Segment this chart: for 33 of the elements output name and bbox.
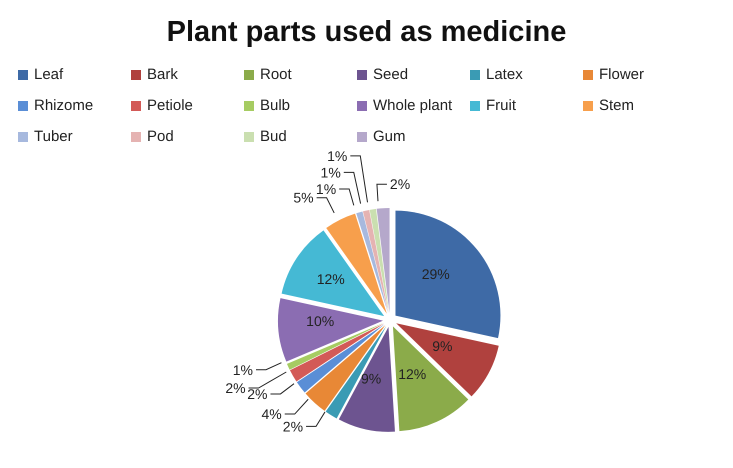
data-label: 2% [282, 418, 304, 434]
legend-label: Latex [486, 66, 523, 83]
legend-label: Root [260, 66, 292, 83]
data-label: 2% [247, 386, 268, 402]
data-label: 12% [316, 271, 345, 288]
data-label: 10% [306, 313, 334, 330]
legend-label: Fruit [486, 97, 516, 114]
legend-label: Rhizome [34, 97, 94, 114]
legend-label: Bud [260, 128, 287, 145]
legend-label: Whole plant [373, 97, 452, 114]
data-label: 1% [232, 362, 253, 378]
legend-label: Flower [599, 66, 644, 83]
legend-label: Bark [147, 66, 178, 83]
chart-title: Plant parts used as medicine [166, 15, 568, 50]
legend-label: Pod [147, 128, 174, 145]
data-label: 29% [422, 266, 450, 282]
data-label: 12% [398, 366, 426, 382]
legend-label: Tuber [34, 128, 73, 145]
legend-label: Leaf [34, 66, 64, 83]
data-label: 9% [432, 338, 452, 354]
data-label: 2% [225, 380, 246, 396]
data-label: 4% [261, 406, 282, 422]
data-label: 5% [293, 190, 314, 206]
legend-label: Petiole [147, 97, 193, 114]
legend-label: Seed [373, 66, 408, 83]
data-label: 1% [316, 181, 336, 197]
legend-label: Stem [599, 97, 634, 114]
legend-label: Bulb [260, 97, 290, 114]
legend-label: Gum [373, 128, 406, 145]
data-label: 9% [360, 370, 382, 387]
data-label: 1% [320, 164, 341, 180]
data-label: 2% [390, 176, 410, 192]
data-label: 1% [327, 148, 348, 164]
